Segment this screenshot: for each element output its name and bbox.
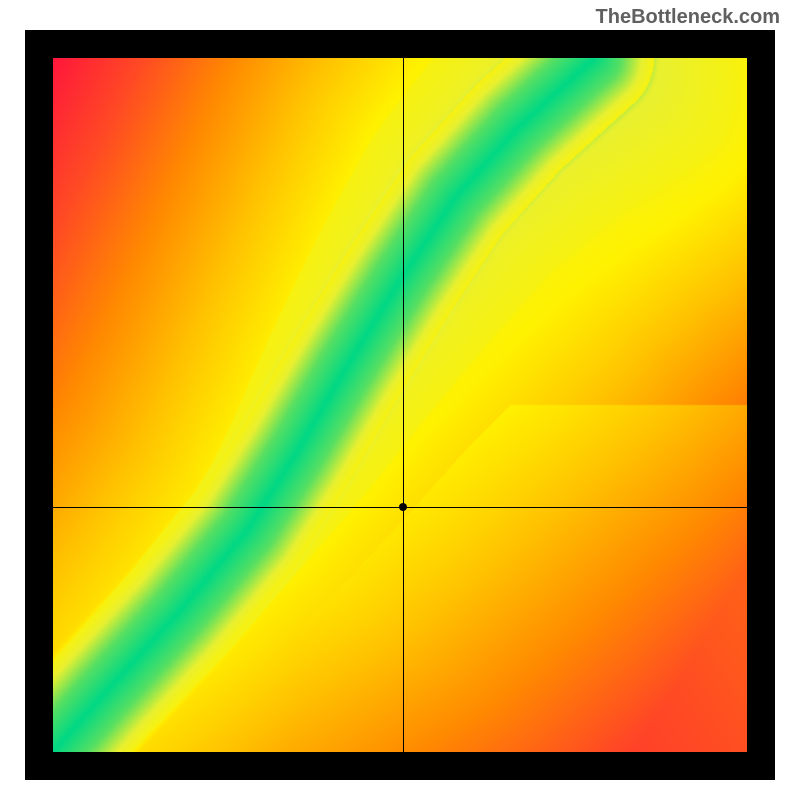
marker-dot (399, 503, 407, 511)
chart-container: TheBottleneck.com (0, 0, 800, 800)
heatmap-plot-area (53, 58, 747, 752)
watermark-text: TheBottleneck.com (596, 6, 780, 29)
crosshair-vertical (403, 58, 404, 752)
heatmap-canvas (53, 58, 747, 752)
chart-frame (25, 30, 775, 780)
